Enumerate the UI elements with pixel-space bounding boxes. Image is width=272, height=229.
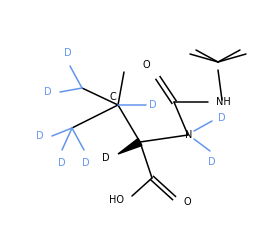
Text: NH: NH <box>216 97 231 107</box>
Text: N: N <box>185 130 193 140</box>
Text: D: D <box>102 153 110 163</box>
Text: D: D <box>58 158 66 168</box>
Text: O: O <box>142 60 150 70</box>
Text: HO: HO <box>109 195 124 205</box>
Text: C: C <box>110 92 116 102</box>
Text: D: D <box>208 157 216 167</box>
Text: D: D <box>218 113 226 123</box>
Text: D: D <box>36 131 44 141</box>
Text: O: O <box>184 197 192 207</box>
Text: D: D <box>149 100 157 110</box>
Polygon shape <box>118 139 142 154</box>
Text: D: D <box>82 158 90 168</box>
Text: D: D <box>44 87 52 97</box>
Text: D: D <box>64 48 72 58</box>
